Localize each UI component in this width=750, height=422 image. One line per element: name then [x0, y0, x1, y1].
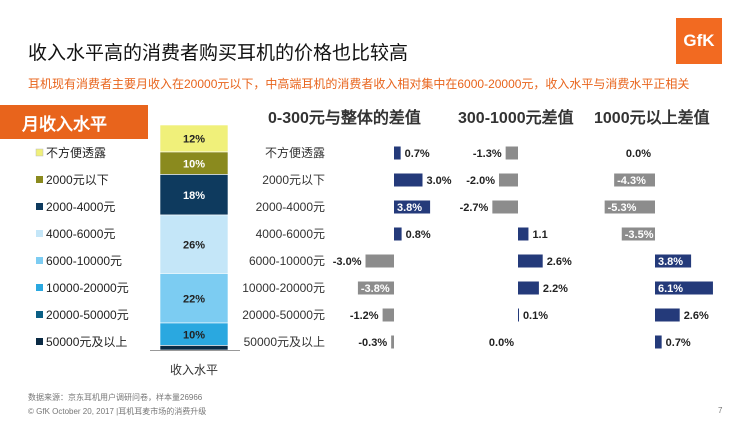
diff-bar-0-4 — [365, 254, 394, 268]
diff-label-1-1: -2.0% — [466, 175, 495, 187]
legend-swatch-5 — [36, 284, 43, 291]
legend-label-7: 50000元及以上 — [46, 335, 127, 349]
stack-x-label: 收入水平 — [170, 363, 218, 377]
page-number: 7 — [718, 406, 723, 415]
panel-title-1: 300-1000元差值 — [458, 110, 574, 127]
footer-copyright: © GfK October 20, 2017 |耳机耳麦市场的消费升级 — [28, 407, 207, 416]
diff-label-1-2: -2.7% — [460, 202, 489, 214]
legend-label-0: 不方便透露 — [46, 145, 106, 160]
row-label-0: 不方便透露 — [265, 145, 325, 160]
diff-label-2-4: 3.8% — [658, 256, 683, 268]
diff-bar-1-6 — [518, 308, 519, 322]
diff-bar-1-1 — [499, 173, 518, 187]
diff-label-1-3: 1.1 — [532, 229, 547, 241]
diff-label-1-7: 0.0% — [489, 337, 514, 349]
stack-label-1: 10% — [183, 158, 205, 170]
diff-bar-0-3 — [394, 227, 402, 241]
row-label-4: 6000-10000元 — [249, 254, 325, 268]
diff-bar-0-1 — [394, 173, 423, 187]
stack-label-2: 18% — [183, 190, 205, 202]
page-subtitle: 耳机现有消费者主要月收入在20000元以下，中高端耳机的消费者收入相对集中在60… — [28, 77, 690, 91]
row-label-5: 10000-20000元 — [242, 281, 325, 295]
footer-source: 数据来源：京东耳机用户调研问卷，样本量26966 — [28, 393, 203, 402]
stack-segment-2 — [159, 174, 229, 216]
page-title: 收入水平高的消费者购买耳机的价格也比较高 — [28, 43, 409, 64]
diff-bar-0-5 — [357, 281, 394, 295]
diff-label-0-1: 3.0% — [427, 175, 452, 187]
diff-label-1-5: 2.2% — [543, 283, 568, 295]
diff-bar-2-3 — [621, 227, 655, 241]
diff-label-2-2: -5.3% — [608, 202, 637, 214]
stack-segment-3 — [159, 214, 229, 274]
diff-label-1-4: 2.6% — [547, 256, 572, 268]
gfk-logo: GfK — [676, 18, 722, 64]
legend-swatch-2 — [36, 203, 43, 210]
legend-label-2: 2000-4000元 — [46, 200, 115, 214]
diff-label-0-0: 0.7% — [405, 148, 430, 160]
diff-bar-1-4 — [518, 254, 543, 268]
legend-label-6: 20000-50000元 — [46, 308, 129, 322]
stack-label-4: 22% — [183, 293, 205, 305]
diff-bar-1-0 — [505, 146, 518, 160]
diff-label-2-3: -3.5% — [625, 229, 654, 241]
diff-label-0-6: -1.2% — [350, 310, 379, 322]
diff-bar-1-5 — [518, 281, 539, 295]
legend-swatch-6 — [36, 311, 43, 318]
legend-label-4: 6000-10000元 — [46, 254, 122, 268]
diff-bar-0-2 — [394, 200, 431, 214]
diff-label-0-4: -3.0% — [333, 256, 362, 268]
diff-bar-1-3 — [518, 227, 529, 241]
diff-label-1-6: 0.1% — [523, 310, 548, 322]
legend-swatch-3 — [36, 230, 43, 237]
diff-bar-2-6 — [655, 308, 680, 322]
diff-label-2-7: 0.7% — [666, 337, 691, 349]
diff-bar-2-4 — [655, 254, 692, 268]
stack-label-3: 26% — [183, 239, 205, 251]
row-label-7: 50000元及以上 — [244, 335, 325, 349]
section-tab: 月收入水平 — [0, 105, 148, 139]
legend-label-1: 2000元以下 — [46, 173, 109, 187]
legend-swatch-4 — [36, 257, 43, 264]
legend-label-3: 4000-6000元 — [46, 227, 115, 241]
panel-title-0: 0-300元与整体的差值 — [268, 110, 421, 127]
diff-label-0-7: -0.3% — [358, 337, 387, 349]
diff-label-2-5: 6.1% — [658, 283, 683, 295]
row-label-1: 2000元以下 — [262, 173, 325, 187]
diff-bar-1-2 — [492, 200, 518, 214]
diff-label-0-5: -3.8% — [361, 283, 390, 295]
diff-label-2-0: 0.0% — [626, 148, 651, 160]
row-label-2: 2000-4000元 — [256, 200, 325, 214]
stack-label-0: 12% — [183, 134, 205, 146]
diff-bar-2-5 — [655, 281, 713, 295]
diff-label-0-3: 0.8% — [406, 229, 431, 241]
diff-bar-2-2 — [604, 200, 655, 214]
diff-bar-0-6 — [382, 308, 394, 322]
row-label-3: 4000-6000元 — [256, 227, 325, 241]
diff-label-2-1: -4.3% — [617, 175, 646, 187]
diff-bar-2-1 — [614, 173, 655, 187]
legend-swatch-1 — [36, 176, 43, 183]
diff-label-2-6: 2.6% — [684, 310, 709, 322]
legend-swatch-7 — [36, 338, 43, 345]
diff-bar-0-0 — [394, 146, 401, 160]
diff-label-1-0: -1.3% — [473, 148, 502, 160]
diff-bar-2-7 — [655, 335, 662, 349]
legend-label-5: 10000-20000元 — [46, 281, 129, 295]
diff-bar-0-7 — [391, 335, 394, 349]
diff-label-0-2: 3.8% — [397, 202, 422, 214]
stack-segment-7 — [159, 345, 229, 351]
legend-swatch-0 — [35, 148, 44, 157]
panel-title-2: 1000元以上差值 — [594, 110, 710, 127]
row-label-6: 20000-50000元 — [242, 308, 325, 322]
stack-label-5: 10% — [183, 329, 205, 341]
